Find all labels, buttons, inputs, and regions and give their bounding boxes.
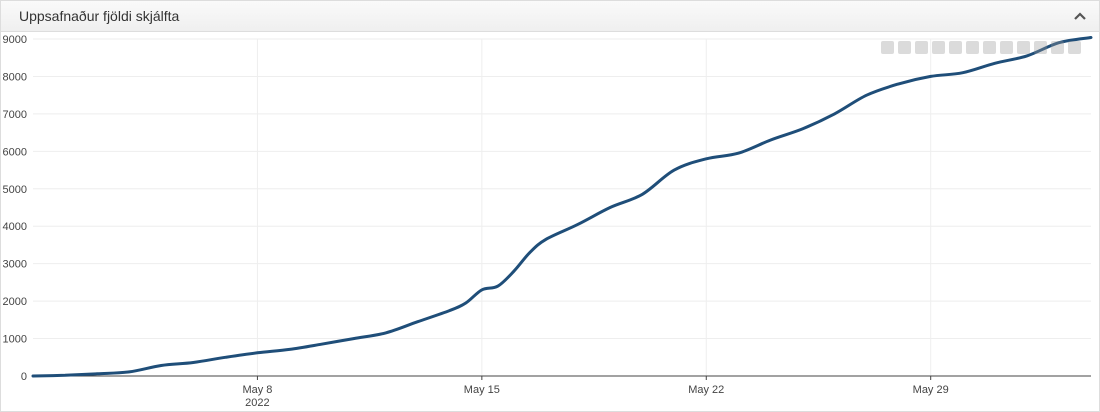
autoscale-icon[interactable] bbox=[983, 40, 996, 54]
data-point[interactable] bbox=[160, 364, 163, 367]
x-tick-label: May 29 bbox=[913, 384, 949, 396]
data-point[interactable] bbox=[127, 370, 131, 374]
reset-axes-icon[interactable] bbox=[1000, 40, 1013, 54]
hover-compare-icon[interactable] bbox=[1051, 40, 1064, 54]
zoom-out-icon[interactable] bbox=[966, 40, 979, 54]
zoom-select-icon[interactable] bbox=[898, 40, 911, 54]
y-tick-label: 2000 bbox=[3, 296, 27, 308]
camera-icon[interactable] bbox=[881, 40, 894, 54]
y-tick-label: 8000 bbox=[3, 71, 27, 83]
x-tick-label: May 8 bbox=[242, 384, 272, 396]
data-point[interactable] bbox=[1089, 36, 1093, 39]
data-point[interactable] bbox=[416, 320, 419, 323]
zoom-in-icon[interactable] bbox=[949, 40, 962, 54]
data-point[interactable] bbox=[865, 93, 868, 97]
data-point[interactable] bbox=[961, 71, 964, 74]
data-point[interactable] bbox=[640, 193, 644, 196]
data-point[interactable] bbox=[608, 206, 612, 209]
data-point[interactable] bbox=[528, 251, 532, 254]
data-point[interactable] bbox=[192, 361, 195, 364]
data-point[interactable] bbox=[673, 168, 676, 172]
data-point[interactable] bbox=[929, 75, 932, 78]
panel-header: Uppsafnaður fjöldi skjálfta bbox=[1, 1, 1099, 32]
data-point[interactable] bbox=[1057, 41, 1061, 44]
line-chart: 0 1000 2000 3000 4000 5000 6000 7000 8000 9000 May… bbox=[3, 34, 1093, 409]
plotly-logo-icon[interactable] bbox=[1068, 40, 1081, 54]
cumulative-earthquake-line[interactable] bbox=[31, 36, 1093, 378]
data-point[interactable] bbox=[448, 309, 451, 312]
data-point[interactable] bbox=[95, 372, 99, 375]
y-tick-label: 7000 bbox=[3, 109, 27, 121]
y-tick-label: 1000 bbox=[3, 334, 27, 346]
data-point[interactable] bbox=[576, 223, 580, 226]
x-tick-year-label: 2022 bbox=[245, 397, 269, 409]
data-point[interactable] bbox=[224, 356, 227, 359]
y-tick-label: 9000 bbox=[3, 34, 27, 46]
y-tick-label: 5000 bbox=[3, 184, 27, 196]
data-point[interactable] bbox=[737, 152, 740, 155]
y-tick-label: 4000 bbox=[3, 221, 27, 233]
data-point[interactable] bbox=[31, 374, 35, 378]
data-point[interactable] bbox=[496, 284, 500, 288]
x-tick-label: May 22 bbox=[688, 384, 724, 396]
plot-modebar bbox=[881, 39, 1093, 55]
data-point[interactable] bbox=[705, 157, 708, 161]
zoom-icon[interactable] bbox=[915, 40, 928, 54]
data-point[interactable] bbox=[801, 127, 804, 131]
data-point[interactable] bbox=[544, 238, 548, 241]
chevron-up-icon[interactable] bbox=[1071, 7, 1089, 25]
data-point[interactable] bbox=[288, 348, 291, 351]
data-point[interactable] bbox=[352, 337, 355, 340]
data-point[interactable] bbox=[769, 138, 772, 142]
data-point[interactable] bbox=[993, 62, 997, 65]
x-tick-label: May 15 bbox=[464, 384, 500, 396]
panel-title: Uppsafnaður fjöldi skjálfta bbox=[19, 8, 180, 24]
data-point[interactable] bbox=[384, 331, 387, 335]
data-point[interactable] bbox=[464, 301, 468, 305]
data-point[interactable] bbox=[1025, 54, 1029, 58]
data-point[interactable] bbox=[320, 342, 323, 346]
data-point[interactable] bbox=[63, 374, 67, 377]
hover-closest-icon[interactable] bbox=[1034, 40, 1047, 54]
data-point[interactable] bbox=[512, 269, 516, 273]
data-point[interactable] bbox=[480, 288, 484, 292]
y-tick-label: 3000 bbox=[3, 259, 27, 271]
y-tick-label: 6000 bbox=[3, 146, 27, 158]
data-point[interactable] bbox=[833, 112, 836, 116]
data-point[interactable] bbox=[897, 82, 900, 86]
y-tick-label: 0 bbox=[21, 371, 27, 383]
spike-lines-icon[interactable] bbox=[1017, 40, 1030, 54]
pan-icon[interactable] bbox=[932, 40, 945, 54]
data-point[interactable] bbox=[256, 351, 259, 354]
